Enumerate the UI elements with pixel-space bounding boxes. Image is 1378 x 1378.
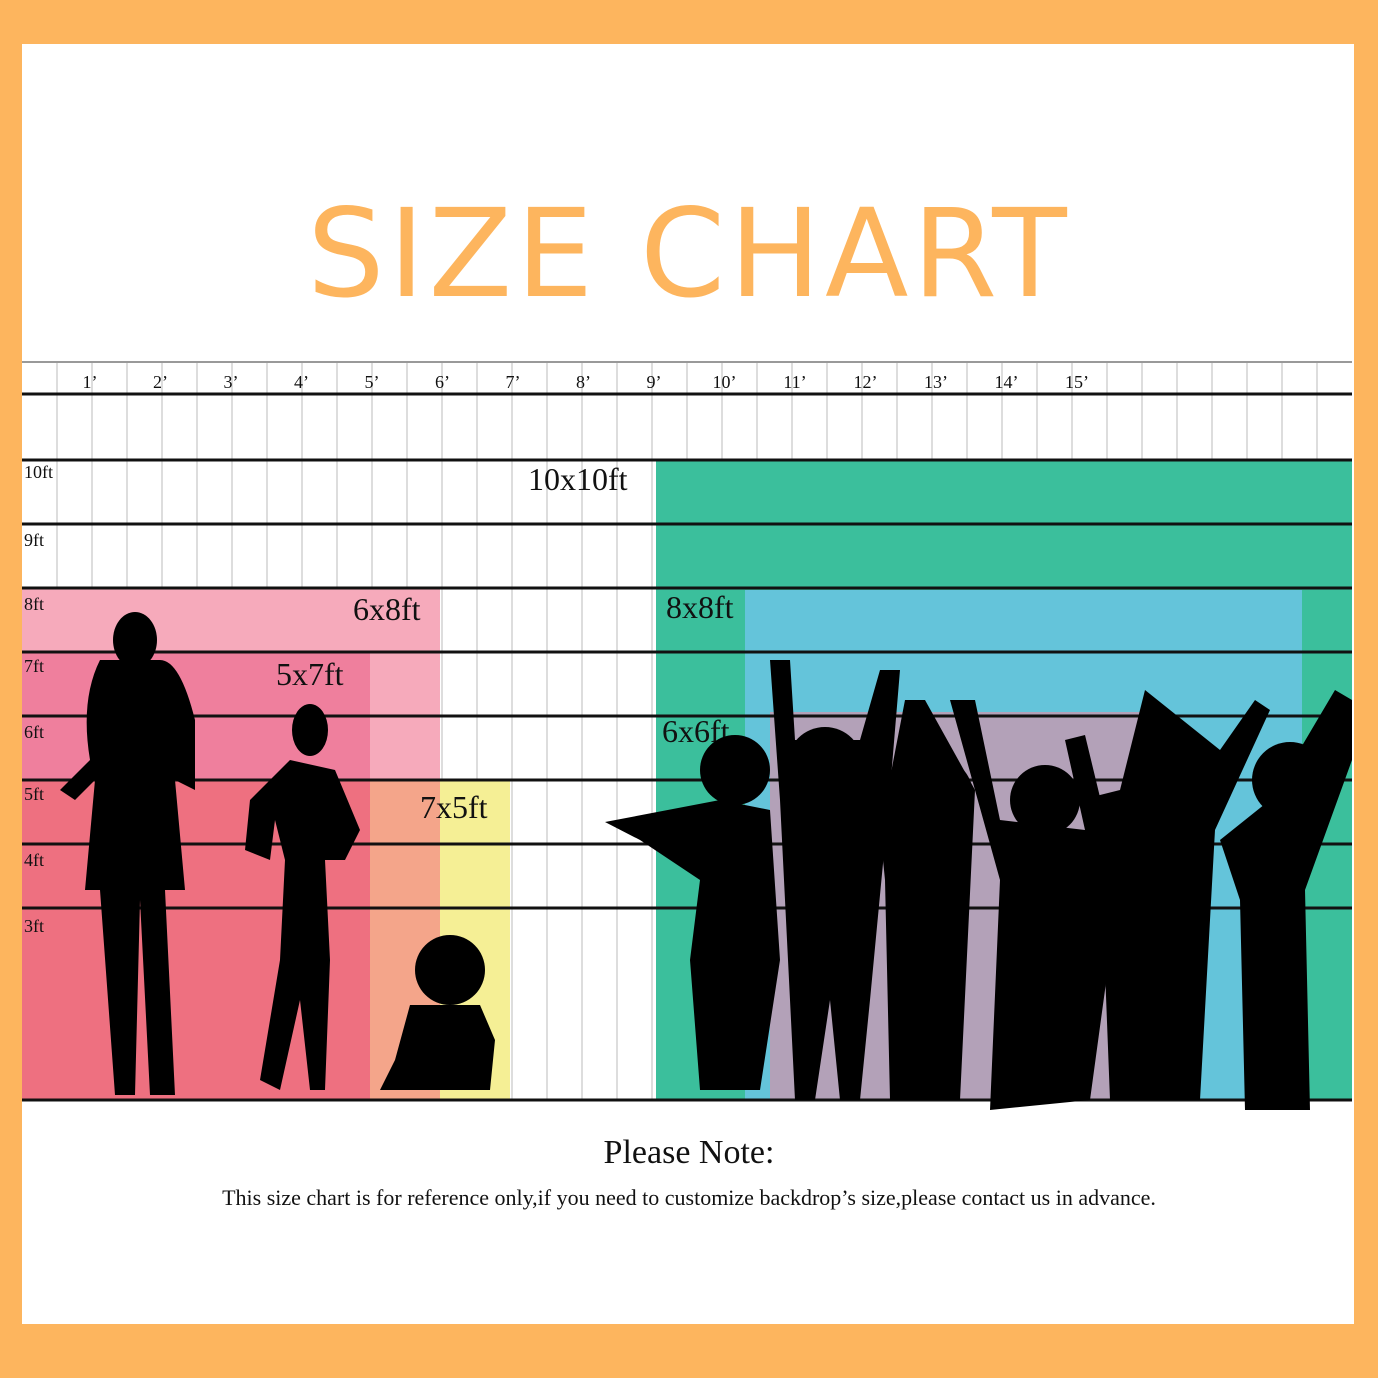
width-label: 11’ <box>783 372 806 392</box>
height-label: 4ft <box>24 850 44 870</box>
width-label: 10’ <box>713 372 737 392</box>
backdrop-label: 8x8ft <box>666 589 734 625</box>
backdrop-label: 6x8ft <box>353 591 421 627</box>
width-label: 6’ <box>435 372 450 392</box>
width-label: 3’ <box>224 372 239 392</box>
width-label: 15’ <box>1065 372 1089 392</box>
width-label: 4’ <box>294 372 309 392</box>
labels: 1’ 2’ 3’ 4’ 5’ 6’ 7’ 8’ 9’ 10’ 11’ 12’ 13’ 14’ 15’ 10ft… <box>24 372 1089 936</box>
height-label: 5ft <box>24 784 44 804</box>
height-label: 7ft <box>24 656 44 676</box>
height-label: 6ft <box>24 722 44 742</box>
height-label: 10ft <box>24 462 53 482</box>
backdrop-label: 7x5ft <box>420 789 488 825</box>
width-label: 14’ <box>995 372 1019 392</box>
height-label: 8ft <box>24 594 44 614</box>
width-label: 8’ <box>576 372 591 392</box>
width-label: 12’ <box>854 372 878 392</box>
width-label: 1’ <box>83 372 98 392</box>
width-label: 13’ <box>924 372 948 392</box>
width-label: 9’ <box>647 372 662 392</box>
width-label: 5’ <box>365 372 380 392</box>
backdrop-label: 5x7ft <box>276 656 344 692</box>
width-label: 2’ <box>153 372 168 392</box>
silhouettes <box>60 612 1352 1110</box>
note-title: Please Note: <box>604 1134 775 1171</box>
note-text: This size chart is for reference only,if… <box>222 1185 1156 1210</box>
title: SIZE CHART <box>307 183 1071 325</box>
height-label: 9ft <box>24 530 44 550</box>
backdrop-label: 10x10ft <box>528 461 628 497</box>
width-label: 7’ <box>506 372 521 392</box>
height-label: 3ft <box>24 916 44 936</box>
chart-area: 1’ 2’ 3’ 4’ 5’ 6’ 7’ 8’ 9’ 10’ 11’ 12’ 13’ 14’ 15’ 10ft… <box>22 361 1352 1110</box>
